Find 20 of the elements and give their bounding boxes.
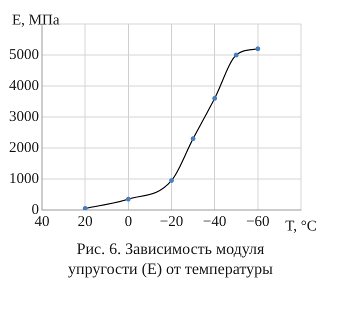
text: Рис. 6. Зависимость модуля упругости (E) от температуры	[67, 240, 274, 280]
y-tick-label: 2000	[9, 140, 39, 156]
point	[234, 52, 239, 58]
x-tick-label: −60	[246, 214, 270, 230]
y-tick-label: 3000	[9, 108, 39, 125]
y-tick-label: 5000	[9, 46, 39, 63]
x-axis-title: T, °C	[285, 218, 317, 234]
point	[82, 206, 88, 210]
y-tick-label: 1000	[9, 170, 39, 187]
y-tick-label: 4000	[9, 78, 39, 94]
x-tick-label: 20	[78, 214, 93, 230]
point	[126, 196, 131, 202]
point	[255, 46, 260, 52]
x-tick-label: 0	[124, 214, 132, 230]
x-tick-label: −20	[160, 214, 184, 230]
x-tick-label: −40	[202, 214, 226, 230]
point	[169, 178, 174, 183]
point	[212, 96, 218, 101]
point	[190, 136, 196, 142]
y-axis-title: E, МПа	[12, 12, 60, 28]
